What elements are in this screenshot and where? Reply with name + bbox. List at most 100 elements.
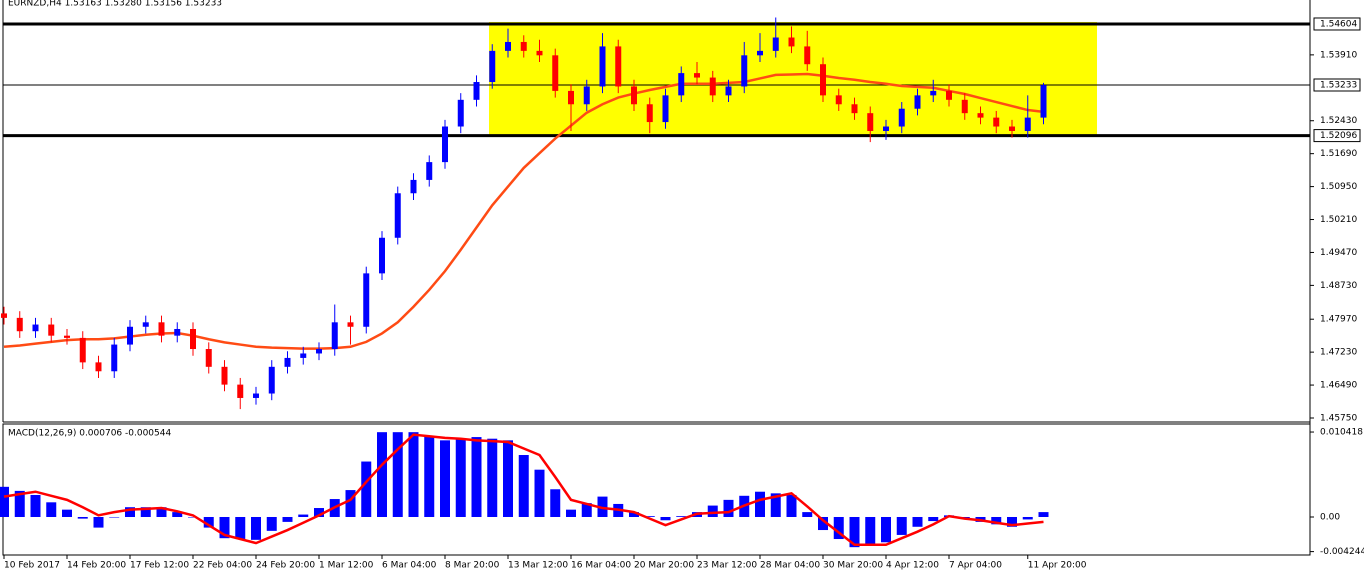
- x-tick-label: 30 Mar 20:00: [823, 561, 883, 571]
- candle-body: [788, 37, 795, 47]
- candle-body: [95, 362, 102, 372]
- candle-body: [237, 384, 244, 398]
- y-tick-label: 0.00: [1320, 512, 1340, 522]
- macd-bar: [377, 432, 387, 517]
- macd-bar: [1022, 516, 1033, 520]
- macd-bar: [14, 490, 25, 517]
- candle-body: [583, 86, 590, 105]
- x-tick-label: 28 Mar 04:00: [760, 561, 820, 571]
- macd-bar: [471, 437, 482, 517]
- macd-bar: [518, 455, 529, 517]
- y-tick-label: 1.51690: [1320, 149, 1357, 159]
- candle-body: [914, 95, 921, 109]
- macd-bar: [865, 516, 876, 545]
- x-tick-label: 10 Feb 2017: [4, 561, 60, 571]
- macd-bar: [203, 516, 214, 528]
- candle-body: [820, 64, 826, 96]
- candle-body: [757, 50, 763, 56]
- candle-body: [205, 349, 212, 367]
- candle-body: [946, 90, 952, 100]
- x-tick-label: 1 Mar 12:00: [319, 561, 374, 571]
- x-tick-label: 24 Feb 20:00: [256, 561, 315, 571]
- y-tick-label: 1.47230: [1320, 348, 1357, 358]
- x-tick-label: 22 Feb 04:00: [193, 561, 252, 571]
- macd-bar: [93, 516, 104, 528]
- macd-bar: [455, 438, 466, 517]
- candle-body: [473, 82, 480, 100]
- signal-line: [3, 433, 1044, 546]
- candle-body: [221, 366, 228, 385]
- y-tick-label: -0.004244: [1320, 547, 1364, 557]
- macd-bar: [219, 516, 230, 539]
- candle-body: [725, 86, 732, 96]
- candle-body: [158, 322, 165, 336]
- candle-body: [379, 237, 385, 274]
- macd-bar: [62, 509, 72, 517]
- candle-body: [79, 337, 86, 363]
- candle-body: [316, 349, 322, 354]
- candle-body: [599, 46, 606, 87]
- macd-bar: [881, 516, 891, 543]
- macd-bar: [251, 516, 261, 540]
- candle-body: [930, 90, 937, 96]
- y-tick-label: 1.49470: [1320, 248, 1357, 258]
- macd-bar: [440, 440, 450, 517]
- x-tick-label: 23 Mar 12:00: [697, 561, 757, 571]
- macd-bar: [77, 516, 88, 519]
- macd-bar: [833, 516, 844, 540]
- macd-bar: [392, 432, 403, 517]
- macd-bar: [629, 512, 639, 517]
- macd-bar: [676, 516, 687, 517]
- candle-body: [331, 322, 338, 350]
- candle-body: [457, 99, 464, 127]
- x-tick-label: 14 Feb 20:00: [67, 561, 126, 571]
- macd-bar: [282, 516, 293, 522]
- candle-body: [993, 117, 1000, 127]
- candle-body: [867, 113, 874, 131]
- macd-bar: [644, 516, 655, 517]
- candle-body: [347, 322, 354, 327]
- candle-body: [410, 179, 417, 194]
- x-tick-label: 20 Mar 20:00: [634, 561, 694, 571]
- candle-body: [268, 366, 275, 394]
- macd-bar: [503, 440, 513, 517]
- candle-body: [646, 104, 653, 123]
- macd-bar: [534, 469, 545, 517]
- y-tick-label: 1.53910: [1320, 50, 1357, 60]
- macd-bar: [487, 438, 498, 517]
- y-tick-label: 1.46490: [1320, 381, 1357, 391]
- candle-body: [709, 77, 716, 96]
- macd-bar: [0, 486, 9, 517]
- candle-body: [1009, 126, 1015, 131]
- macd-bar: [818, 516, 828, 531]
- candle-body: [489, 50, 496, 83]
- macd-bar: [786, 494, 797, 517]
- candle-body: [678, 73, 685, 96]
- candle-body: [835, 95, 842, 105]
- x-tick-label: 13 Mar 12:00: [508, 561, 568, 571]
- macd-bar: [345, 490, 356, 517]
- macd-bar: [408, 432, 419, 517]
- macd-bar: [928, 516, 939, 522]
- candle-body: [64, 335, 70, 338]
- y-tick-label: 1.50950: [1320, 182, 1357, 192]
- candle-body: [961, 99, 968, 114]
- candle-body: [883, 126, 889, 131]
- macd-bar: [1038, 512, 1049, 517]
- candle-body: [694, 73, 700, 78]
- candle-body: [127, 326, 133, 345]
- macd-bar: [266, 516, 277, 531]
- candle-body: [32, 324, 39, 332]
- candle-body: [851, 104, 858, 114]
- level-label: 1.53233: [1320, 80, 1357, 90]
- candle-body: [442, 126, 448, 163]
- candle-body: [1040, 85, 1047, 118]
- candle-body: [394, 193, 401, 238]
- macd-bar: [755, 491, 765, 517]
- candle-body: [426, 162, 433, 180]
- level-label: 1.52096: [1320, 131, 1357, 141]
- macd-bar: [770, 493, 781, 517]
- candle-body: [16, 317, 23, 332]
- x-tick-label: 7 Apr 04:00: [949, 561, 1002, 571]
